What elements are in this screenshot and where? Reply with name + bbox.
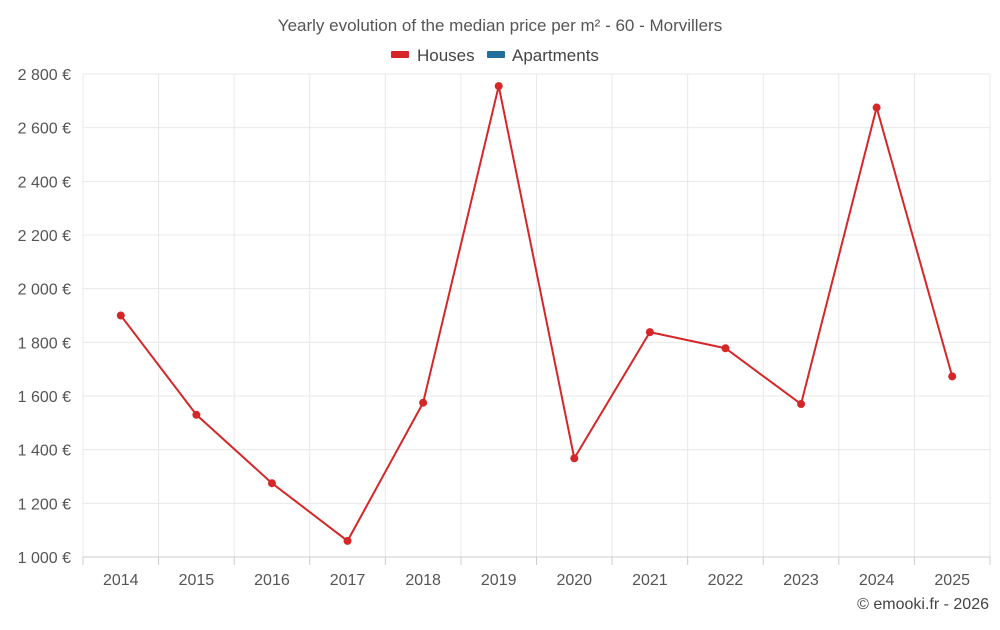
chart-title: Yearly evolution of the median price per… <box>278 16 722 35</box>
legend[interactable]: Houses Apartments <box>391 46 599 65</box>
legend-label-houses[interactable]: Houses <box>417 46 475 65</box>
x-tick-label: 2024 <box>859 572 895 589</box>
x-tick-label: 2014 <box>103 572 139 589</box>
data-point-houses[interactable] <box>343 536 352 545</box>
x-tick-label: 2021 <box>632 572 668 589</box>
x-axis-ticks: 2014 2015 2016 2017 2018 2019 2020 2021 2022 2023… <box>103 572 970 589</box>
y-tick-label: 2 600 € <box>18 121 71 138</box>
y-tick-label: 1 600 € <box>18 389 71 406</box>
legend-label-apartments[interactable]: Apartments <box>512 46 599 65</box>
data-point-houses[interactable] <box>494 82 503 91</box>
y-tick-label: 2 200 € <box>18 228 71 245</box>
y-tick-label: 1 800 € <box>18 335 71 352</box>
y-tick-label: 2 800 € <box>18 67 71 84</box>
legend-swatch-houses <box>391 51 409 58</box>
axes <box>82 556 991 565</box>
grid <box>82 73 991 557</box>
legend-swatch-apartments <box>487 51 505 58</box>
data-point-houses[interactable] <box>570 454 579 463</box>
series-line-houses <box>119 85 954 542</box>
x-tick-label: 2025 <box>934 572 970 589</box>
x-tick-label: 2017 <box>330 572 366 589</box>
credit-text: © emooki.fr - 2026 <box>857 596 989 613</box>
data-point-houses[interactable] <box>192 410 201 419</box>
x-tick-label: 2020 <box>556 572 592 589</box>
y-tick-label: 1 400 € <box>18 443 71 460</box>
data-point-houses[interactable] <box>721 344 730 353</box>
data-point-houses[interactable] <box>645 328 654 337</box>
x-tick-label: 2018 <box>405 572 441 589</box>
y-tick-label: 1 000 € <box>18 550 71 567</box>
y-tick-label: 2 000 € <box>18 282 71 299</box>
series-houses <box>116 82 957 545</box>
data-point-houses[interactable] <box>267 479 276 488</box>
data-point-houses[interactable] <box>419 398 428 407</box>
y-tick-label: 2 400 € <box>18 174 71 191</box>
data-point-houses[interactable] <box>872 103 881 112</box>
x-tick-label: 2022 <box>708 572 744 589</box>
y-tick-label: 1 200 € <box>18 496 71 513</box>
x-tick-label: 2023 <box>783 572 819 589</box>
x-tick-label: 2016 <box>254 572 290 589</box>
x-tick-label: 2015 <box>179 572 215 589</box>
data-point-houses[interactable] <box>116 311 125 320</box>
data-point-houses[interactable] <box>948 372 957 381</box>
y-axis-ticks: 1 000 € 1 200 € 1 400 € 1 600 € 1 800 € 2 000… <box>18 67 71 567</box>
data-point-houses[interactable] <box>797 400 806 409</box>
x-tick-label: 2019 <box>481 572 517 589</box>
